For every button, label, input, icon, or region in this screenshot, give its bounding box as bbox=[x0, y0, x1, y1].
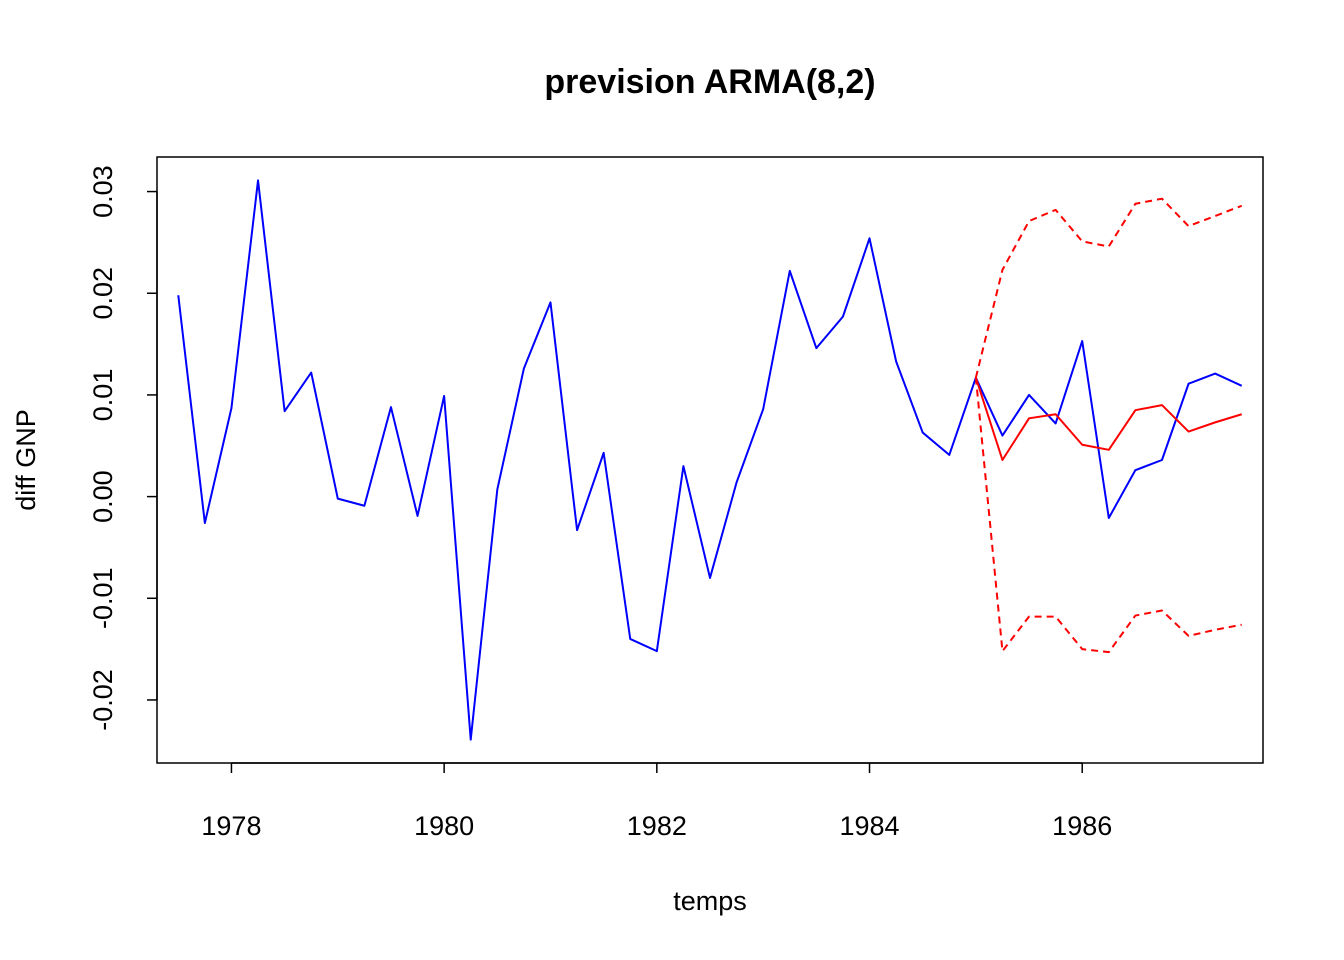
y-tick-label: 0.02 bbox=[88, 267, 118, 320]
x-tick-label: 1982 bbox=[627, 811, 687, 841]
y-tick-label: 0.03 bbox=[88, 165, 118, 218]
lower-bound-series-line bbox=[974, 377, 1242, 654]
series-layer bbox=[177, 179, 1243, 741]
x-tick-label: 1986 bbox=[1052, 811, 1112, 841]
y-axis-label: diff GNP bbox=[11, 409, 41, 511]
y-axis: -0.02 -0.01 0.00 0.01 0.02 0.03 bbox=[88, 165, 158, 731]
x-tick-label: 1978 bbox=[201, 811, 261, 841]
y-tick-label: -0.02 bbox=[88, 669, 118, 731]
y-tick-label: 0.01 bbox=[88, 369, 118, 422]
x-tick-label: 1980 bbox=[414, 811, 474, 841]
x-tick-label: 1984 bbox=[839, 811, 899, 841]
plot-frame bbox=[156, 156, 1264, 764]
observed-series-line bbox=[177, 179, 1243, 741]
upper-bound-series-line bbox=[974, 197, 1243, 378]
y-tick-label: 0.00 bbox=[88, 470, 118, 523]
forecast-series-line bbox=[974, 377, 1243, 461]
x-axis: 1978 1980 1982 1984 1986 bbox=[201, 762, 1112, 841]
x-axis-label: temps bbox=[673, 886, 747, 916]
chart-title: prevision ARMA(8,2) bbox=[544, 63, 875, 101]
y-tick-label: -0.01 bbox=[88, 568, 118, 630]
